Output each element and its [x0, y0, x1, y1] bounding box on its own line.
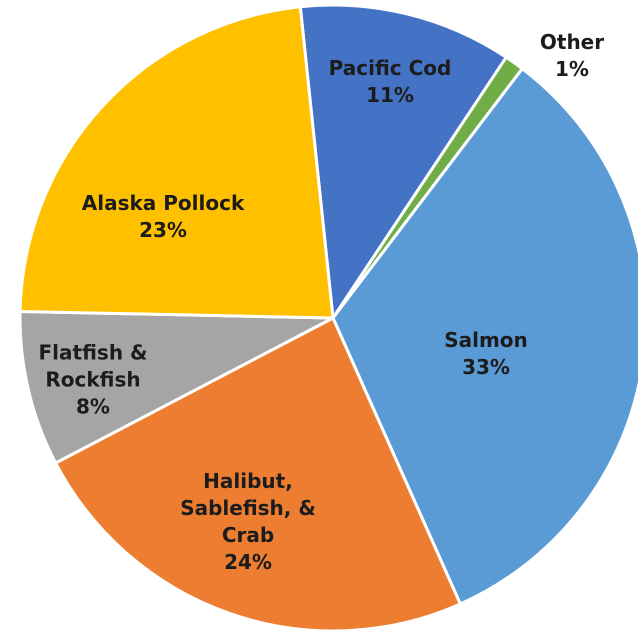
- category-label: Alaska Pollock: [81, 191, 245, 215]
- category-label: Other: [539, 30, 605, 54]
- value-label: 1%: [555, 57, 589, 81]
- pie-slice: [18, 309, 334, 466]
- value-label: 24%: [224, 550, 272, 574]
- slice-label: Alaska Pollock 23%: [53, 190, 273, 244]
- category-label: Flatfish & Rockfish: [38, 340, 148, 392]
- pie-slice: [331, 66, 638, 606]
- pie-slice: [298, 3, 509, 323]
- slice-label: Pacific Cod 11%: [290, 55, 490, 109]
- slice-label: Halibut, Sablefish, & Crab 24%: [163, 468, 333, 576]
- slice-label: Flatfish & Rockfish 8%: [28, 340, 158, 421]
- pie-slice: [53, 315, 463, 631]
- slice-label: Salmon 33%: [406, 327, 566, 381]
- category-label: Salmon: [444, 328, 528, 352]
- pie-slice: [18, 5, 335, 320]
- slice-label: Other 1%: [532, 29, 612, 83]
- category-label: Pacific Cod: [328, 56, 452, 80]
- value-label: 33%: [462, 355, 510, 379]
- value-label: 8%: [76, 394, 110, 419]
- value-label: 23%: [139, 218, 187, 242]
- value-label: 11%: [366, 83, 414, 107]
- category-label: Halibut, Sablefish, & Crab: [180, 469, 316, 547]
